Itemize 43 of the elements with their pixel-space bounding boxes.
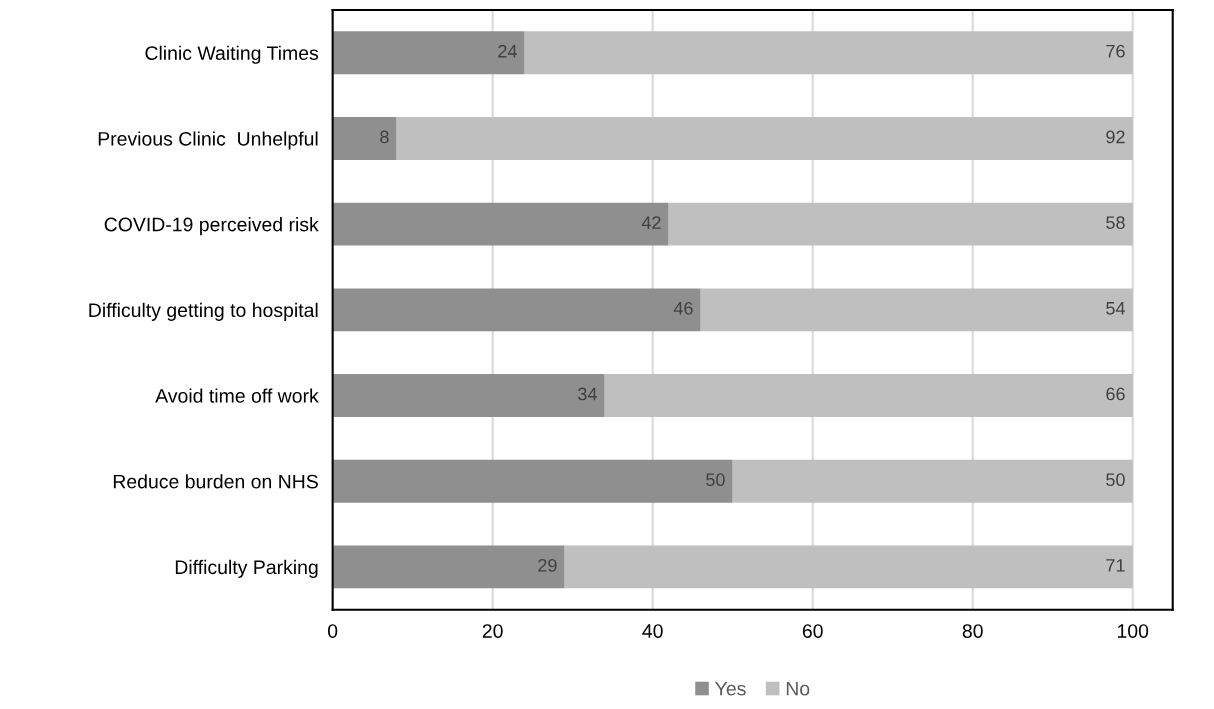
data-label: 66 xyxy=(1106,387,1125,401)
y-tick-label: Difficulty Parking xyxy=(175,559,318,578)
legend-label: No xyxy=(786,681,810,696)
legend-label: Yes xyxy=(715,681,746,696)
bar xyxy=(668,202,1133,246)
data-label: 34 xyxy=(578,387,597,401)
bar xyxy=(332,117,397,160)
x-tick-label: 40 xyxy=(642,624,663,638)
x-tick-label: 20 xyxy=(482,624,503,638)
data-label: 8 xyxy=(380,130,389,144)
bar xyxy=(332,374,605,417)
x-tick-label: 0 xyxy=(327,624,338,638)
bar xyxy=(700,288,1133,332)
y-tick-label: Previous Clinic Unhelpful xyxy=(98,131,318,150)
y-tick-label: Reduce burden on NHS xyxy=(113,474,318,489)
bar xyxy=(332,288,701,332)
y-tick-label: Difficulty getting to hospital xyxy=(89,302,318,321)
bar xyxy=(332,202,669,246)
data-label: 46 xyxy=(673,301,693,315)
data-label: 92 xyxy=(1106,130,1125,144)
y-tick-label: Avoid time off work xyxy=(155,388,319,403)
y-tick-label: Clinic Waiting Times xyxy=(145,45,319,64)
data-label: 29 xyxy=(538,558,557,572)
data-label: 58 xyxy=(1106,216,1125,229)
bar xyxy=(332,545,565,589)
x-tick-label: 80 xyxy=(962,624,983,638)
x-tick-label: 60 xyxy=(802,624,823,638)
bar xyxy=(564,545,1133,589)
bar xyxy=(524,31,1133,75)
bar xyxy=(332,31,525,75)
bar xyxy=(604,374,1133,417)
x-tick-label: 100 xyxy=(1117,624,1149,638)
y-tick-label: COVID-19 perceived risk xyxy=(104,217,319,236)
bar xyxy=(732,459,1133,503)
data-label: 71 xyxy=(1106,559,1125,572)
data-label: 76 xyxy=(1106,44,1125,58)
data-label: 24 xyxy=(498,44,517,58)
data-label: 42 xyxy=(641,216,661,229)
bar xyxy=(332,459,733,503)
data-label: 50 xyxy=(706,473,725,487)
data-label: 54 xyxy=(1106,302,1125,315)
bar xyxy=(396,117,1133,160)
data-label: 50 xyxy=(1106,473,1125,487)
